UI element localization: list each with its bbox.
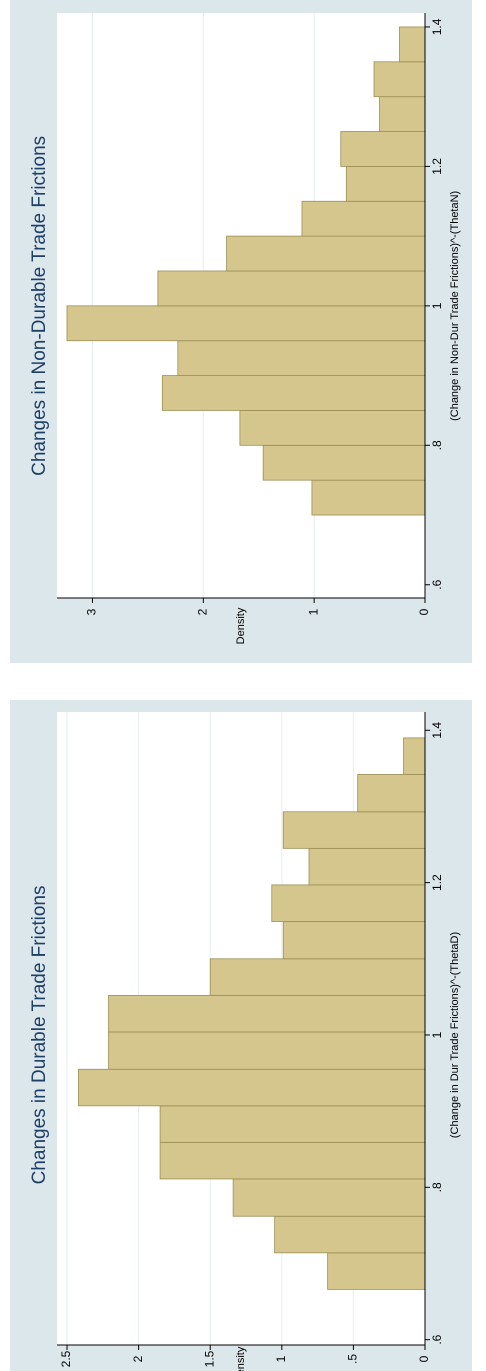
bar [327, 1252, 426, 1290]
x-tick-label: .6 [430, 579, 444, 589]
x-tick-label: 1.2 [430, 874, 444, 891]
y-tick-label: 0 [417, 608, 431, 615]
bar [379, 96, 426, 132]
bar [78, 1068, 426, 1107]
y-tick-label: 1 [274, 1355, 288, 1362]
y-tick-label: 1.5 [202, 1350, 216, 1367]
bar [161, 375, 426, 411]
chart-title: Changes in Durable Trade Frictions [29, 886, 50, 1185]
x-tick-label: 1 [430, 302, 444, 309]
chart-title: Changes in Non-Durable Trade Frictions [29, 136, 50, 476]
x-tick-label: 1.4 [430, 18, 444, 35]
y-tick-label: 2 [131, 1355, 145, 1362]
bar [108, 994, 426, 1033]
bar [301, 200, 426, 237]
bar [311, 479, 426, 516]
bar [177, 340, 426, 376]
x-tick-label: .8 [430, 440, 444, 450]
bar [209, 958, 426, 996]
x-tick-label: .6 [430, 1334, 444, 1344]
x-axis-title: (Change in Dur Trade Frictions)^-(ThetaD… [449, 932, 461, 1138]
bar [399, 26, 426, 63]
x-tick-label: 1 [430, 1031, 444, 1038]
x-axis-title: (Change in Non-Dur Trade Frictions)^-(Th… [449, 191, 461, 421]
y-tick-label: 1 [306, 608, 320, 615]
bar [66, 305, 426, 342]
y-tick-label: 0 [417, 1355, 431, 1362]
bar [308, 847, 426, 886]
x-tick-label: 1.2 [430, 158, 444, 175]
y-tick-label: 2.5 [59, 1350, 73, 1367]
bar [340, 131, 426, 167]
bar [159, 1105, 426, 1143]
bar [357, 774, 426, 813]
bar [239, 410, 426, 446]
bar [157, 270, 426, 307]
bar [226, 235, 426, 272]
y-axis-title: Density [235, 1346, 247, 1371]
bar [274, 1215, 426, 1254]
bar [262, 444, 426, 481]
y-tick-label: .5 [346, 1354, 360, 1364]
bar [108, 1031, 426, 1070]
bar [282, 921, 426, 960]
y-tick-label: 3 [85, 608, 99, 615]
x-tick-label: .8 [430, 1182, 444, 1192]
bar [345, 165, 426, 202]
bar [282, 811, 426, 849]
y-tick-label: 2 [195, 608, 209, 615]
bar [373, 61, 426, 98]
bar [271, 884, 426, 922]
x-tick-label: 1.4 [430, 722, 444, 739]
bar [232, 1178, 426, 1217]
y-axis-title: Density [235, 607, 247, 644]
bar [159, 1141, 426, 1180]
bar [403, 737, 426, 775]
